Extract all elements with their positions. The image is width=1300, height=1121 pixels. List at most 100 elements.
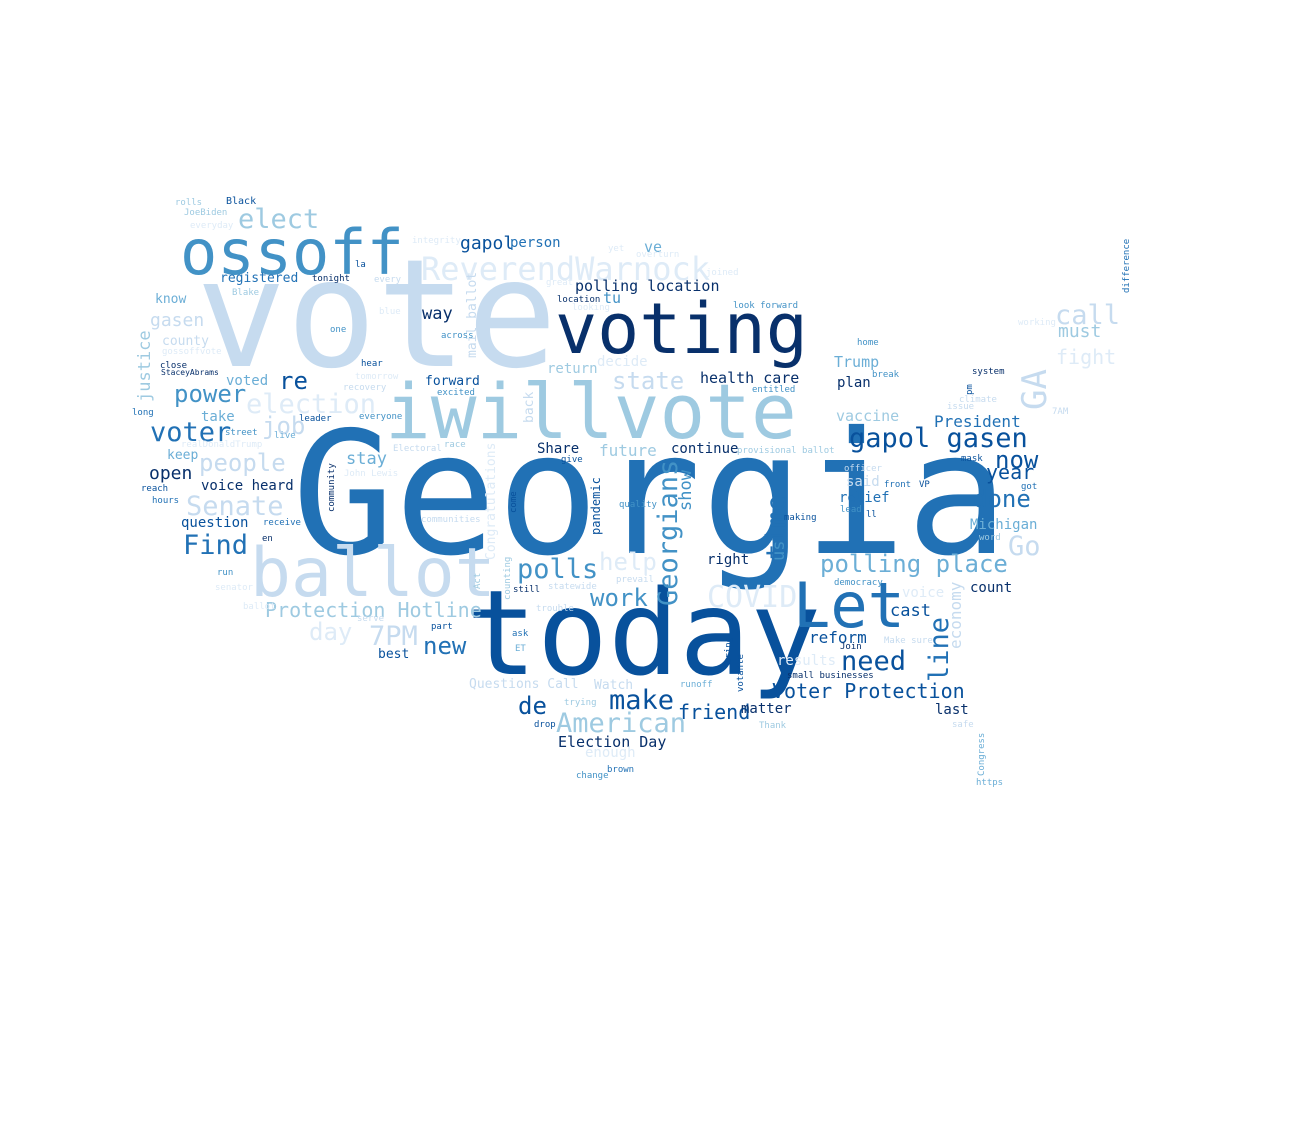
word-year: year bbox=[986, 460, 1035, 484]
word-trouble: trouble bbox=[536, 604, 574, 614]
word-yet: yet bbox=[608, 244, 625, 254]
word-senator: senator bbox=[215, 583, 253, 593]
word-front: front bbox=[884, 480, 912, 490]
word-open: open bbox=[149, 463, 193, 484]
word-every: every bbox=[374, 275, 402, 285]
word-excited: excited bbox=[437, 388, 475, 398]
word-future: future bbox=[599, 441, 657, 460]
word-pm: pm bbox=[965, 384, 975, 395]
word-help: help bbox=[599, 548, 657, 576]
word-brown: brown bbox=[607, 765, 635, 775]
word-trump: Trump bbox=[834, 353, 880, 371]
word-https: https bbox=[976, 778, 1004, 788]
word-issue: issue bbox=[947, 402, 975, 412]
word-et: ET bbox=[515, 644, 526, 654]
word-word: word bbox=[979, 533, 1001, 543]
word-reach: reach bbox=[141, 484, 169, 494]
word-voter-protection: Voter Protection bbox=[772, 679, 965, 703]
word-day: day bbox=[309, 618, 353, 646]
word-done: done bbox=[973, 485, 1031, 513]
word-voice-heard: voice heard bbox=[201, 478, 294, 494]
word-congratulations: Congratulations bbox=[484, 442, 499, 560]
word-american: American bbox=[556, 708, 687, 739]
word-friend: friend bbox=[678, 700, 751, 724]
word-call: call bbox=[1055, 300, 1121, 331]
word-pandemic: pandemic bbox=[589, 477, 603, 535]
word-leader: leader bbox=[299, 414, 332, 424]
word-close: close bbox=[160, 361, 188, 371]
word-race: race bbox=[444, 440, 466, 450]
word-job: job bbox=[262, 412, 306, 440]
word-staceyabrams: StaceyAbrams bbox=[161, 368, 219, 377]
word-climate: climate bbox=[959, 395, 997, 405]
word-last: last bbox=[935, 702, 969, 718]
word-results: results bbox=[777, 653, 837, 669]
word-voting: voting bbox=[555, 288, 808, 370]
word-iwillvote: iwillvote bbox=[385, 367, 797, 456]
word-ll: ll bbox=[866, 510, 877, 520]
word-act: Act bbox=[473, 572, 483, 589]
word-look-forward: look forward bbox=[733, 301, 799, 311]
word-person: person bbox=[510, 235, 561, 251]
word-blue: blue bbox=[379, 307, 401, 317]
word-one: one bbox=[330, 325, 347, 335]
word-new: new bbox=[423, 632, 467, 660]
word-question: question bbox=[181, 515, 249, 531]
word-watch: Watch bbox=[594, 678, 634, 693]
word-reform: reform bbox=[809, 628, 867, 647]
word-en: en bbox=[262, 534, 273, 544]
word-best: best bbox=[378, 647, 410, 662]
word-polls: polls bbox=[517, 554, 599, 585]
word-entitled: entitled bbox=[752, 385, 796, 395]
word-statewide: statewide bbox=[548, 582, 597, 592]
word-polling-location: polling location bbox=[575, 277, 720, 295]
word-now: now bbox=[995, 446, 1039, 474]
word-matter: matter bbox=[741, 701, 792, 717]
word-need: need bbox=[841, 646, 907, 677]
word-rolls: rolls bbox=[175, 198, 203, 208]
word-ga: GA bbox=[1015, 369, 1055, 410]
word-runoff: runoff bbox=[680, 680, 713, 690]
word-everyone: everyone bbox=[359, 412, 403, 422]
word-give: give bbox=[561, 455, 583, 465]
word-polling-place: polling place bbox=[820, 550, 1008, 578]
word-share: Share bbox=[537, 441, 580, 457]
word-fight: fight bbox=[1056, 345, 1117, 369]
word-integrity: integrity bbox=[412, 236, 461, 246]
word-hear: hear bbox=[361, 359, 383, 369]
word-everyday: everyday bbox=[190, 221, 234, 231]
word-election-day: Election Day bbox=[558, 733, 667, 751]
word-joebiden: JoeBiden bbox=[184, 208, 228, 218]
word-back: back bbox=[522, 391, 537, 423]
word-gossoffvote: gossoffvote bbox=[162, 347, 222, 357]
word-find: Find bbox=[183, 530, 249, 561]
word-quality: quality bbox=[619, 500, 657, 510]
word-plan: plan bbox=[837, 375, 871, 391]
word-counting: counting bbox=[503, 556, 513, 600]
word-joined: joined bbox=[706, 268, 739, 278]
word-long: long bbox=[132, 408, 154, 418]
word-great: great bbox=[546, 278, 574, 288]
word-communities: communities bbox=[421, 515, 481, 525]
word-work: work bbox=[590, 584, 648, 612]
word-john-lewis: John Lewis bbox=[344, 469, 399, 479]
word-make: make bbox=[609, 685, 675, 716]
word-home: home bbox=[857, 338, 879, 348]
word-making: making bbox=[784, 513, 817, 523]
word-7pm: 7PM bbox=[369, 621, 418, 652]
word-questions-call: Questions Call bbox=[469, 677, 579, 692]
word-blake: Blake bbox=[232, 288, 260, 298]
word-show: show bbox=[676, 470, 696, 511]
word-part: part bbox=[431, 622, 453, 632]
word-run: run bbox=[217, 568, 234, 578]
word-relief: relief bbox=[839, 490, 890, 506]
word-street: street bbox=[225, 428, 258, 438]
word-thank: Thank bbox=[759, 721, 787, 731]
word-mask: mask bbox=[961, 454, 983, 464]
word-cast: cast bbox=[890, 601, 931, 621]
word-7am: 7AM bbox=[1052, 407, 1069, 417]
word-prevail: prevail bbox=[616, 575, 654, 585]
word-trying: trying bbox=[564, 698, 597, 708]
word-drop: drop bbox=[534, 720, 556, 730]
word-recovery: recovery bbox=[343, 383, 387, 393]
